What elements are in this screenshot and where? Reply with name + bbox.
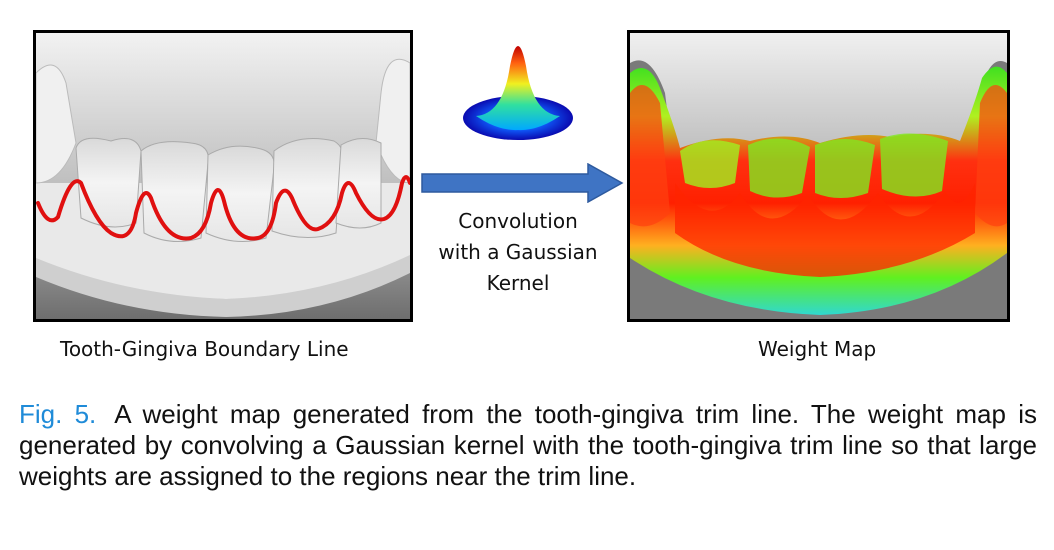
- teeth-model-image: [36, 33, 410, 319]
- arrow-right-icon: [421, 163, 624, 203]
- convolution-line-1: Convolution: [458, 209, 578, 233]
- figure-caption: Fig. 5. A weight map generated from the t…: [19, 399, 1037, 492]
- left-panel-label: Tooth-Gingiva Boundary Line: [60, 337, 349, 361]
- gaussian-kernel-icon: [463, 46, 573, 140]
- weight-map-figure: [627, 30, 1010, 322]
- convolution-line-2: with a Gaussian: [438, 240, 598, 264]
- figure-number: Fig. 5.: [19, 399, 97, 429]
- trim-line: [36, 175, 410, 241]
- convolution-line-3: Kernel: [486, 271, 550, 295]
- convolution-label: Convolution with a Gaussian Kernel: [428, 206, 608, 299]
- weight-map-image: [630, 33, 1007, 319]
- tooth-gingiva-figure: [33, 30, 413, 322]
- right-panel-label: Weight Map: [758, 337, 877, 361]
- caption-text: A weight map generated from the tooth-gi…: [19, 399, 1038, 491]
